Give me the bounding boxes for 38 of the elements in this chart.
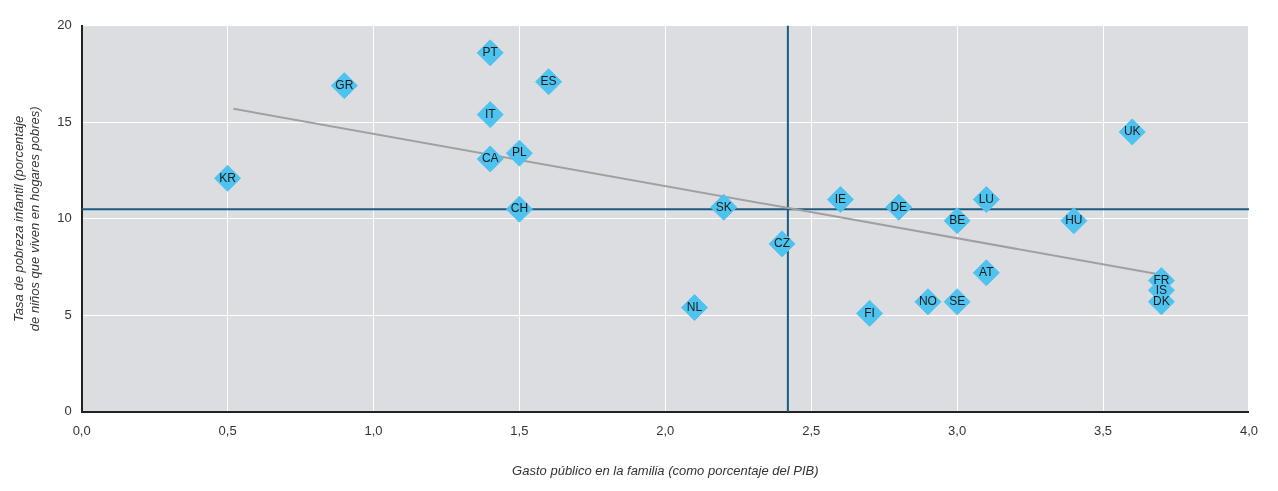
annotation: DE bbox=[890, 199, 908, 214]
annotation: CZ bbox=[774, 236, 791, 251]
annotation: ES bbox=[540, 74, 557, 89]
annotation: SK bbox=[715, 199, 732, 214]
y-tick-label: 15 bbox=[57, 113, 72, 129]
x-tick-label: 2,0 bbox=[656, 423, 675, 439]
annotation: PL bbox=[512, 145, 528, 160]
annotation: SE bbox=[949, 294, 966, 309]
annotation: NO bbox=[918, 294, 937, 309]
annotation: DK bbox=[1153, 294, 1170, 309]
x-tick-label: 1,5 bbox=[510, 423, 529, 439]
x-tick-label: 2,5 bbox=[802, 423, 821, 439]
annotation: HU bbox=[1065, 213, 1083, 228]
y-axis-title: Tasa de pobreza infantil (porcentaje de niños que viven en hogares pobres) bbox=[11, 106, 43, 332]
x-tick-label: 4,0 bbox=[1239, 423, 1258, 439]
annotation: UK bbox=[1123, 124, 1141, 139]
annotation: FI bbox=[864, 305, 875, 320]
annotation: CA bbox=[481, 151, 499, 166]
y-tick-label: 5 bbox=[64, 306, 72, 322]
annotation: NL bbox=[686, 299, 703, 314]
annotation: LU bbox=[978, 191, 994, 206]
annotation: IE bbox=[834, 191, 847, 206]
x-tick-label: 3,5 bbox=[1094, 423, 1113, 439]
x-tick-label: 0,5 bbox=[218, 423, 237, 439]
annotation: PT bbox=[482, 45, 499, 60]
annotation: BE bbox=[949, 213, 966, 228]
x-tick-label: 3,0 bbox=[948, 423, 967, 439]
annotation: AT bbox=[979, 265, 995, 280]
x-axis-title: Gasto público en la familia (como porcentaje del PIB) bbox=[512, 462, 819, 478]
annotation: KR bbox=[219, 170, 237, 185]
annotation: GR bbox=[335, 77, 354, 92]
x-tick-label: 0,0 bbox=[72, 423, 91, 439]
y-tick-label: 0 bbox=[64, 403, 72, 419]
annotation: CH bbox=[510, 201, 529, 216]
x-tick-label: 1,0 bbox=[364, 423, 383, 439]
y-tick-label: 10 bbox=[57, 210, 72, 226]
y-tick-label: 20 bbox=[57, 17, 72, 33]
annotation: IT bbox=[484, 106, 497, 121]
